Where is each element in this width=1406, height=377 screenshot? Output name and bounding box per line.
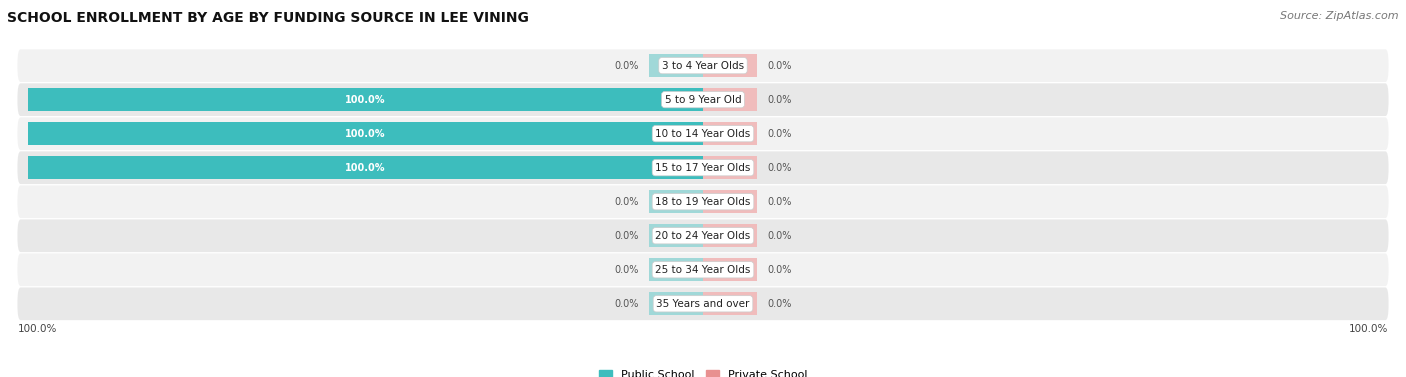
Bar xyxy=(650,224,703,247)
Bar xyxy=(703,156,756,179)
Bar xyxy=(703,88,756,111)
FancyBboxPatch shape xyxy=(17,219,1389,252)
Bar xyxy=(650,190,703,213)
Text: 0.0%: 0.0% xyxy=(614,265,638,275)
Text: 100.0%: 100.0% xyxy=(344,95,385,105)
Text: 0.0%: 0.0% xyxy=(768,197,792,207)
Text: 100.0%: 100.0% xyxy=(17,324,56,334)
Text: 100.0%: 100.0% xyxy=(344,163,385,173)
Text: 0.0%: 0.0% xyxy=(614,197,638,207)
FancyBboxPatch shape xyxy=(17,152,1389,184)
FancyBboxPatch shape xyxy=(17,288,1389,320)
Bar xyxy=(703,292,756,316)
Text: 15 to 17 Year Olds: 15 to 17 Year Olds xyxy=(655,163,751,173)
Bar xyxy=(703,258,756,281)
Text: SCHOOL ENROLLMENT BY AGE BY FUNDING SOURCE IN LEE VINING: SCHOOL ENROLLMENT BY AGE BY FUNDING SOUR… xyxy=(7,11,529,25)
Bar xyxy=(703,190,756,213)
Text: 100.0%: 100.0% xyxy=(1350,324,1389,334)
Bar xyxy=(703,224,756,247)
Text: 0.0%: 0.0% xyxy=(768,299,792,309)
Bar xyxy=(703,54,756,77)
Legend: Public School, Private School: Public School, Private School xyxy=(599,369,807,377)
Bar xyxy=(28,156,703,179)
Bar xyxy=(650,292,703,316)
FancyBboxPatch shape xyxy=(17,83,1389,116)
Text: 20 to 24 Year Olds: 20 to 24 Year Olds xyxy=(655,231,751,241)
FancyBboxPatch shape xyxy=(17,185,1389,218)
Text: 18 to 19 Year Olds: 18 to 19 Year Olds xyxy=(655,197,751,207)
Text: 0.0%: 0.0% xyxy=(768,61,792,70)
Bar xyxy=(650,258,703,281)
Text: 0.0%: 0.0% xyxy=(614,299,638,309)
Text: Source: ZipAtlas.com: Source: ZipAtlas.com xyxy=(1281,11,1399,21)
Bar xyxy=(28,88,703,111)
Text: 0.0%: 0.0% xyxy=(614,231,638,241)
Text: 10 to 14 Year Olds: 10 to 14 Year Olds xyxy=(655,129,751,139)
FancyBboxPatch shape xyxy=(17,117,1389,150)
Text: 25 to 34 Year Olds: 25 to 34 Year Olds xyxy=(655,265,751,275)
Text: 3 to 4 Year Olds: 3 to 4 Year Olds xyxy=(662,61,744,70)
Bar xyxy=(703,122,756,145)
Text: 5 to 9 Year Old: 5 to 9 Year Old xyxy=(665,95,741,105)
FancyBboxPatch shape xyxy=(17,49,1389,82)
Text: 35 Years and over: 35 Years and over xyxy=(657,299,749,309)
Text: 0.0%: 0.0% xyxy=(768,231,792,241)
Text: 100.0%: 100.0% xyxy=(344,129,385,139)
Text: 0.0%: 0.0% xyxy=(768,129,792,139)
Text: 0.0%: 0.0% xyxy=(768,163,792,173)
Text: 0.0%: 0.0% xyxy=(768,95,792,105)
Text: 0.0%: 0.0% xyxy=(768,265,792,275)
Bar xyxy=(28,122,703,145)
Text: 0.0%: 0.0% xyxy=(614,61,638,70)
Bar xyxy=(650,54,703,77)
FancyBboxPatch shape xyxy=(17,253,1389,286)
